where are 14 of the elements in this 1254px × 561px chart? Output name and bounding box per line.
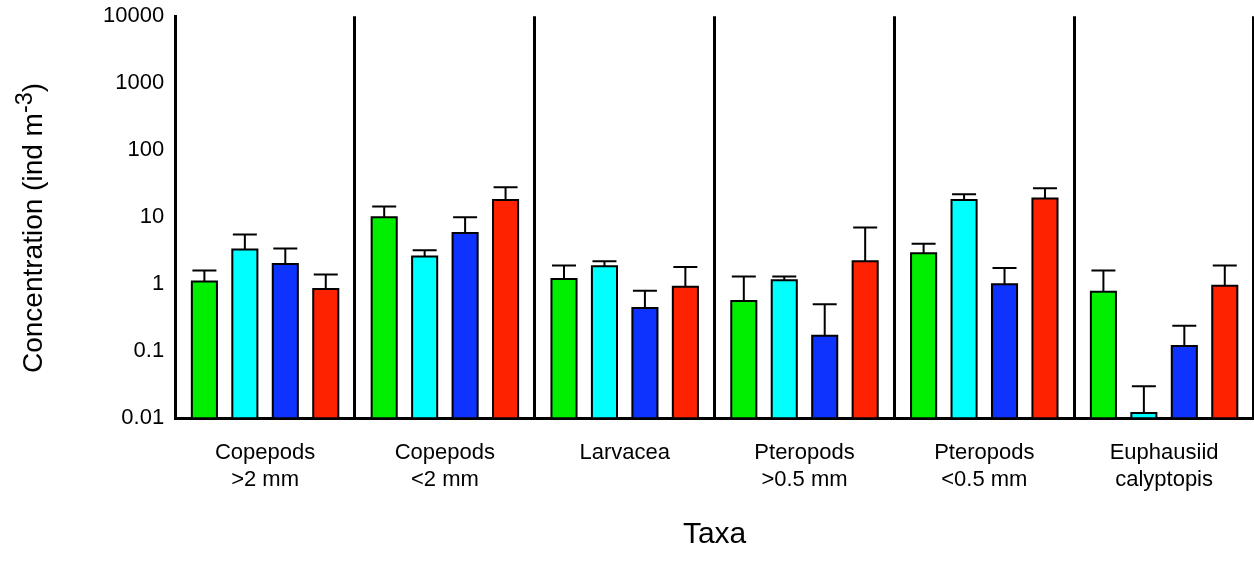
y-tick-label: 1 (151, 270, 165, 296)
x-axis-title: Taxa (682, 516, 747, 550)
x-tick-label: Pteropods <0.5 mm (934, 439, 1035, 491)
y-tick-label: 1000 (115, 69, 165, 95)
x-tick-label: Euphausiid calyptopis (1109, 439, 1219, 491)
x-tick-label: Pteropods >0.5 mm (754, 439, 855, 491)
y-tick-label: 0.01 (121, 404, 165, 430)
x-tick-label: Copepods <2 mm (394, 439, 496, 491)
x-tick-label: Copepods >2 mm (214, 439, 316, 491)
y-tick-label: 100 (127, 136, 165, 162)
y-tick-label: 0.1 (133, 337, 165, 363)
y-tick-label: 10000 (102, 2, 165, 28)
x-tick-label: Larvacea (579, 439, 671, 465)
y-tick-label: 10 (139, 203, 165, 229)
